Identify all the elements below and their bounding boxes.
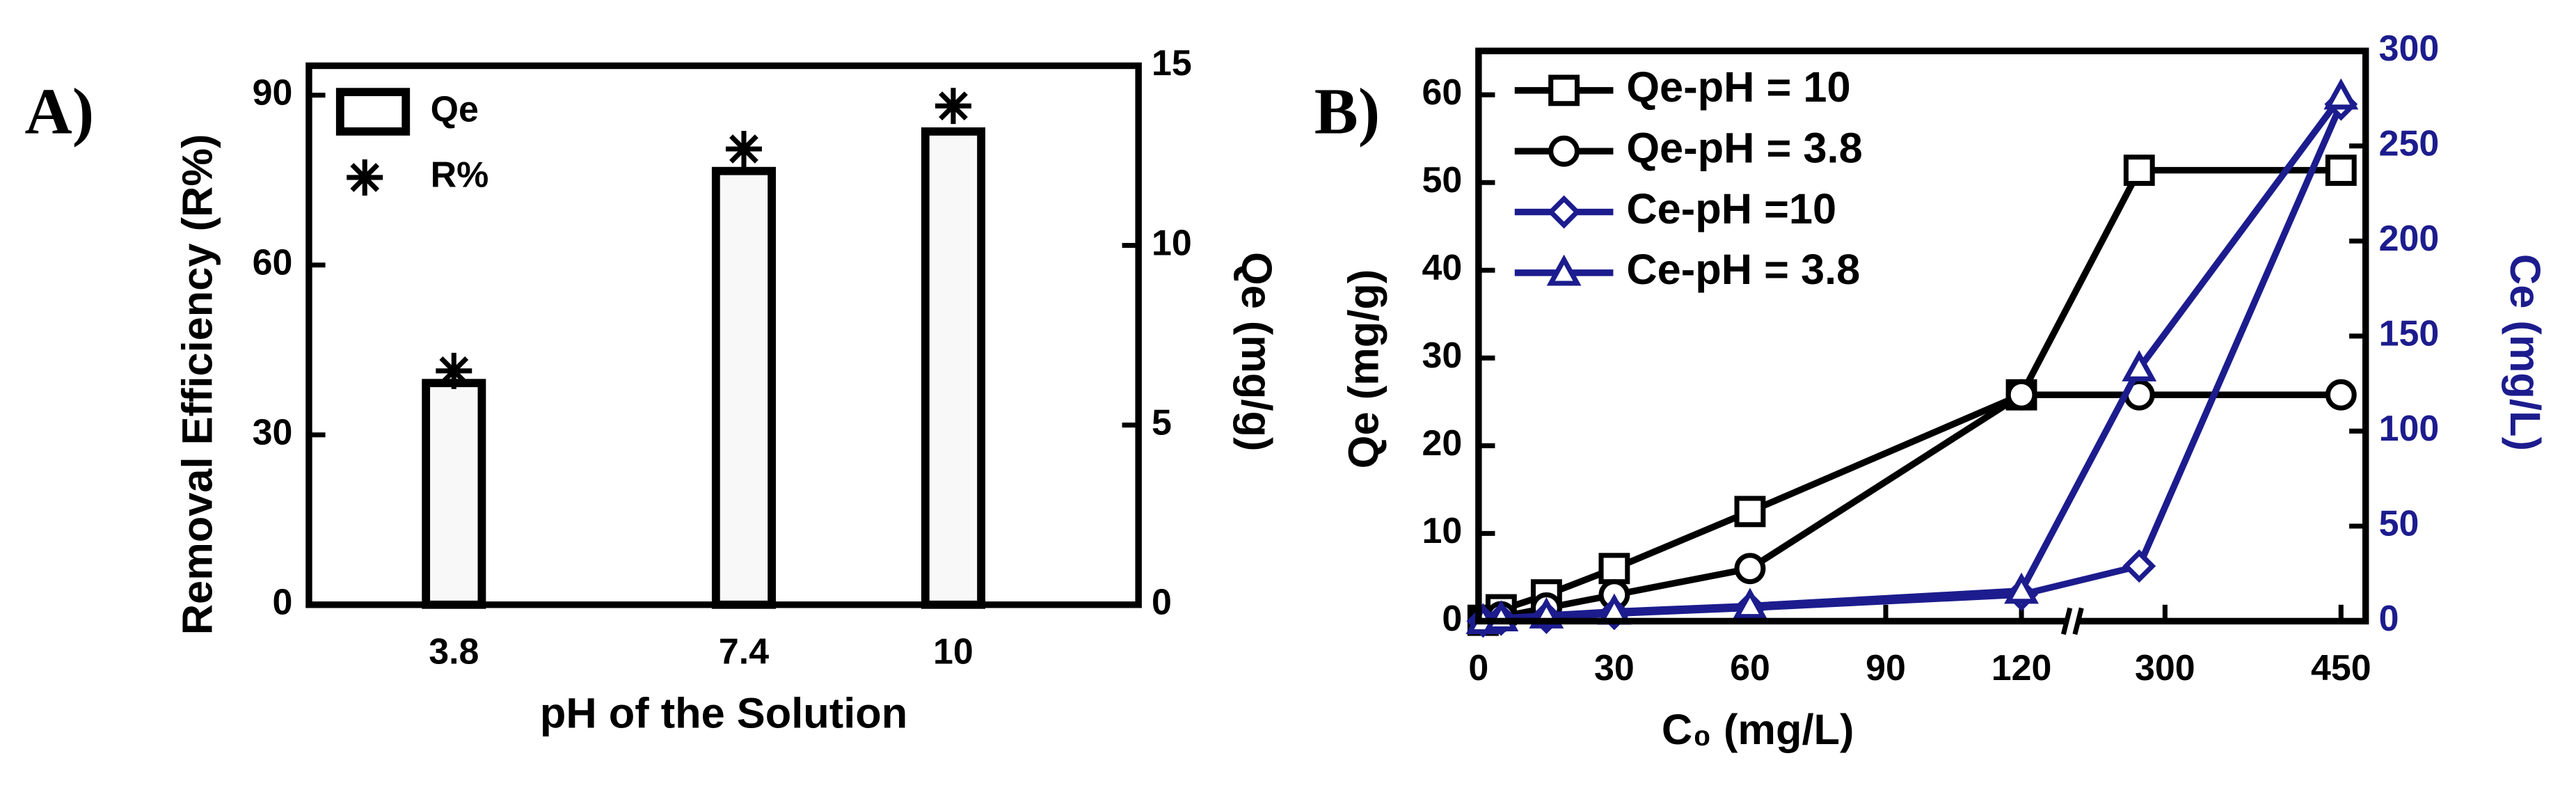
marker-stroke bbox=[939, 91, 968, 121]
bar bbox=[422, 379, 486, 609]
marker bbox=[436, 352, 472, 389]
legend-label: R% bbox=[431, 155, 489, 196]
y2-tick-label: 250 bbox=[2379, 123, 2440, 164]
break-mark bbox=[2060, 607, 2073, 636]
legend-label: Qe bbox=[431, 89, 479, 129]
y-tick-label: 30 bbox=[1422, 336, 1462, 376]
marker bbox=[1548, 135, 1580, 167]
marker bbox=[2325, 155, 2357, 187]
plot-frame bbox=[305, 62, 1142, 608]
marker bbox=[347, 159, 383, 196]
y-tick-label: 10 bbox=[1422, 511, 1462, 551]
x-tick-label: 30 bbox=[1594, 648, 1635, 688]
marker-stroke bbox=[439, 356, 469, 386]
y2-tick-label: 200 bbox=[2379, 219, 2440, 259]
y-tick-label: 0 bbox=[272, 583, 292, 623]
marker bbox=[726, 131, 762, 167]
y-tick-label: 0 bbox=[1442, 599, 1462, 639]
marker bbox=[1546, 254, 1582, 286]
marker bbox=[1733, 587, 1767, 620]
y2-tick-label: 15 bbox=[1152, 43, 1192, 84]
marker bbox=[935, 88, 971, 125]
marker bbox=[2005, 379, 2037, 411]
y2-tick-label: 10 bbox=[1152, 223, 1192, 263]
y-tick-label: 50 bbox=[1422, 160, 1462, 200]
y-tick-label: 60 bbox=[1422, 72, 1462, 113]
y-tick-label: 30 bbox=[253, 412, 293, 452]
y-axis-label: Qe (mg/g) bbox=[1340, 269, 1388, 468]
y2-tick-label: 50 bbox=[2379, 504, 2419, 544]
y-axis-label: Removal Efficiency (R%) bbox=[173, 134, 221, 636]
marker bbox=[2123, 155, 2155, 187]
y2-tick-label: 0 bbox=[1152, 583, 1172, 623]
y-tick-label: 20 bbox=[1422, 423, 1462, 464]
break-mark bbox=[2072, 607, 2084, 636]
legend-swatch bbox=[335, 88, 411, 136]
marker bbox=[1548, 74, 1580, 106]
y2-axis-label: Ce (mg/L) bbox=[2501, 254, 2549, 451]
marker bbox=[2122, 350, 2157, 381]
marker bbox=[1734, 553, 1766, 585]
marker bbox=[1547, 195, 1581, 229]
y-tick-label: 90 bbox=[253, 72, 293, 113]
marker bbox=[2325, 379, 2357, 411]
y-tick-label: 40 bbox=[1422, 248, 1462, 288]
marker bbox=[2004, 572, 2039, 604]
panel-label: B) bbox=[1314, 76, 1380, 148]
x-tick-label: 0 bbox=[1468, 648, 1488, 688]
x-tick-label: 7.4 bbox=[719, 631, 769, 672]
legend-label: Qe-pH = 10 bbox=[1626, 63, 1850, 111]
y2-tick-label: 0 bbox=[2379, 599, 2399, 639]
y2-tick-label: 150 bbox=[2379, 314, 2440, 354]
y2-tick-label: 300 bbox=[2379, 29, 2440, 69]
y2-tick-label: 100 bbox=[2379, 409, 2440, 449]
marker-stroke bbox=[350, 163, 380, 192]
legend-label: Qe-pH = 3.8 bbox=[1626, 124, 1862, 172]
x-tick-label: 90 bbox=[1866, 648, 1906, 688]
x-tick-label: 10 bbox=[933, 631, 973, 672]
bar bbox=[711, 166, 777, 609]
marker-stroke bbox=[729, 134, 758, 164]
panel-label: A) bbox=[25, 76, 95, 148]
legend-label: Ce-pH = 3.8 bbox=[1626, 246, 1860, 294]
legend-label: Ce-pH =10 bbox=[1626, 185, 1836, 233]
marker bbox=[2122, 549, 2156, 583]
y-tick-label: 60 bbox=[253, 242, 293, 283]
marker bbox=[2323, 78, 2359, 110]
marker bbox=[1598, 553, 1630, 585]
x-axis-label: pH of the Solution bbox=[540, 690, 907, 738]
y2-tick-label: 5 bbox=[1152, 402, 1172, 443]
x-axis-label: C₀ (mg/L) bbox=[1662, 706, 1854, 754]
x-tick-label: 3.8 bbox=[429, 631, 479, 672]
x-tick-label: 300 bbox=[2135, 648, 2195, 688]
x-tick-label: 120 bbox=[1991, 648, 2052, 688]
series-line bbox=[1482, 102, 2344, 625]
marker bbox=[1734, 496, 1766, 528]
y2-axis-label: Qe (mg/g) bbox=[1232, 252, 1280, 451]
x-tick-label: 450 bbox=[2311, 648, 2371, 688]
x-tick-label: 60 bbox=[1730, 648, 1770, 688]
series-line bbox=[1482, 94, 2344, 625]
bar bbox=[921, 127, 985, 609]
plot-frame bbox=[1475, 47, 2369, 625]
